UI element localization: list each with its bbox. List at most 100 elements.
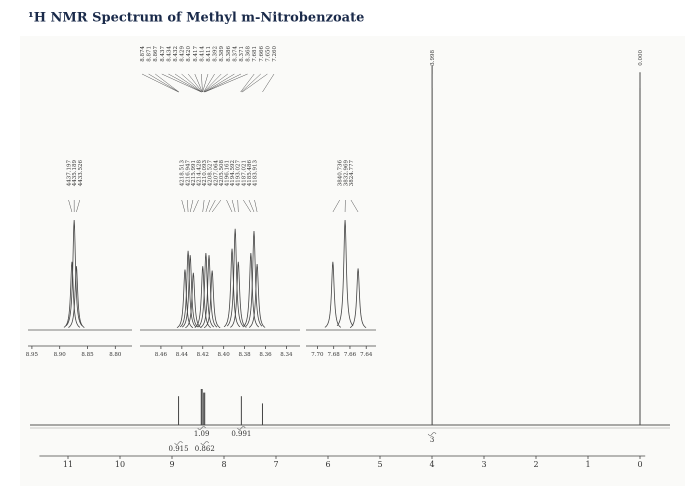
inset-peak-label: 4187.021 bbox=[241, 160, 247, 186]
inset-peak-leader bbox=[193, 199, 199, 213]
peak-label-leader bbox=[188, 73, 203, 93]
integral-bracket bbox=[200, 441, 210, 445]
peak-label: 3.998 bbox=[430, 50, 436, 66]
peak-label: 0.000 bbox=[638, 50, 644, 66]
x-tick-label: 4 bbox=[429, 460, 434, 469]
inset-peak bbox=[230, 261, 247, 328]
peak-label: 8.411 bbox=[206, 46, 212, 62]
peak-label-leader bbox=[174, 73, 202, 93]
inset-peak-label: 4193.027 bbox=[236, 160, 242, 187]
inset-peak-leader bbox=[254, 199, 258, 213]
peak-label-leader bbox=[203, 73, 222, 93]
peak-label: 8.867 bbox=[153, 46, 159, 62]
inset-peak-label: 4433.526 bbox=[78, 160, 84, 187]
inset-peak-leader bbox=[211, 199, 222, 213]
x-tick-label: 6 bbox=[325, 460, 330, 469]
peak-label: 7.681 bbox=[252, 46, 258, 62]
inset-peak bbox=[248, 263, 266, 328]
inset-peak-leader bbox=[187, 199, 189, 213]
integral-label: 0.991 bbox=[231, 430, 251, 438]
inset-peak bbox=[197, 252, 215, 328]
peak-label-leader bbox=[262, 73, 275, 93]
integral-label: 3 bbox=[430, 436, 434, 444]
integral-bracket bbox=[174, 441, 183, 445]
inset-peak-label: 3840.736 bbox=[338, 160, 344, 187]
peak-label: 7.260 bbox=[272, 46, 278, 62]
inset-peak bbox=[176, 269, 194, 329]
inset-tick-label: 7.70 bbox=[311, 352, 324, 358]
peak-label: 8.420 bbox=[186, 46, 192, 62]
inset-tick-label: 8.44 bbox=[176, 352, 189, 358]
peak-label-leader bbox=[240, 73, 255, 93]
inset-peak-label: 4216.947 bbox=[185, 160, 191, 187]
inset-peak bbox=[185, 272, 202, 329]
inset-peak bbox=[179, 250, 197, 328]
inset-peak-label: 4185.486 bbox=[247, 160, 253, 187]
peak-label: 8.371 bbox=[239, 46, 245, 62]
inset-peak bbox=[349, 268, 367, 328]
inset-peak-label: 3824.777 bbox=[349, 160, 355, 187]
peak-label-leader bbox=[204, 73, 235, 93]
inset-peak-leader bbox=[248, 199, 255, 213]
peak-label-leader bbox=[202, 73, 209, 93]
peak-label: 8.392 bbox=[213, 46, 219, 62]
integral-bracket bbox=[427, 432, 437, 436]
inset-peak-label: 4435.189 bbox=[72, 160, 78, 187]
peak-label-leader bbox=[168, 73, 202, 93]
inset-peak bbox=[242, 252, 260, 328]
plot-background bbox=[20, 36, 685, 486]
x-tick-label: 10 bbox=[115, 460, 125, 469]
peak-label: 8.414 bbox=[199, 46, 205, 62]
inset-peak bbox=[200, 255, 218, 328]
x-tick-label: 9 bbox=[169, 460, 174, 469]
peak-label: 7.650 bbox=[265, 46, 271, 62]
inset-tick-label: 8.36 bbox=[259, 352, 272, 358]
peak-label: 8.432 bbox=[173, 46, 179, 62]
inset-tick-label: 7.64 bbox=[360, 352, 373, 358]
inset-tick-label: 7.68 bbox=[328, 352, 341, 358]
inset-tick-label: 8.34 bbox=[280, 352, 293, 358]
integral-label: 0.915 bbox=[169, 445, 189, 453]
inset-peak-label: 4205.508 bbox=[219, 160, 225, 187]
inset-peak-label: 4196.161 bbox=[225, 160, 231, 186]
inset-tick-label: 8.90 bbox=[54, 352, 67, 358]
peak-label-leader bbox=[155, 73, 180, 93]
inset-peak-leader bbox=[68, 199, 73, 213]
inset-peak-leader bbox=[231, 199, 236, 213]
chart-title: ¹H NMR Spectrum of Methyl m-Nitrobenzoat… bbox=[28, 11, 364, 26]
peak-label-leader bbox=[241, 73, 261, 93]
x-tick-label: 0 bbox=[637, 460, 642, 469]
peak-label: 8.417 bbox=[193, 46, 199, 62]
inset-peak-label: 3832.969 bbox=[343, 160, 349, 187]
inset-peak-leader bbox=[243, 199, 252, 213]
inset-peak-label: 4218.513 bbox=[180, 160, 186, 187]
peak-label: 8.374 bbox=[232, 46, 238, 62]
x-tick-label: 8 bbox=[221, 460, 226, 469]
integral-label: 1.09 bbox=[194, 430, 210, 438]
x-tick-label: 1 bbox=[585, 460, 590, 469]
integral-bracket bbox=[197, 426, 206, 430]
inset-peak-leader bbox=[237, 199, 239, 213]
x-tick-label: 3 bbox=[481, 460, 486, 469]
peak-label: 8.389 bbox=[219, 46, 225, 62]
peak-label-leader bbox=[148, 73, 179, 93]
x-tick-label: 2 bbox=[533, 460, 538, 469]
inset-peak-leader bbox=[332, 199, 340, 213]
peak-label: 8.368 bbox=[246, 46, 252, 62]
peak-label: 8.386 bbox=[226, 46, 232, 62]
peak-label-leader bbox=[194, 73, 203, 93]
peak-label-leader bbox=[204, 73, 248, 93]
inset-tick-label: 7.66 bbox=[344, 352, 357, 358]
inset-peak bbox=[245, 230, 263, 327]
inset-peak bbox=[65, 219, 83, 327]
inset-peak-label: 4214.428 bbox=[197, 160, 203, 187]
inset-peak bbox=[63, 261, 81, 328]
inset-tick-label: 8.80 bbox=[109, 352, 122, 358]
x-tick-label: 7 bbox=[273, 460, 278, 469]
inset-peak-leader bbox=[208, 199, 216, 213]
peak-label-leader bbox=[181, 73, 202, 93]
inset-peak-leader bbox=[202, 199, 205, 213]
peak-label-leader bbox=[204, 73, 242, 93]
peak-label-leader bbox=[161, 73, 202, 93]
